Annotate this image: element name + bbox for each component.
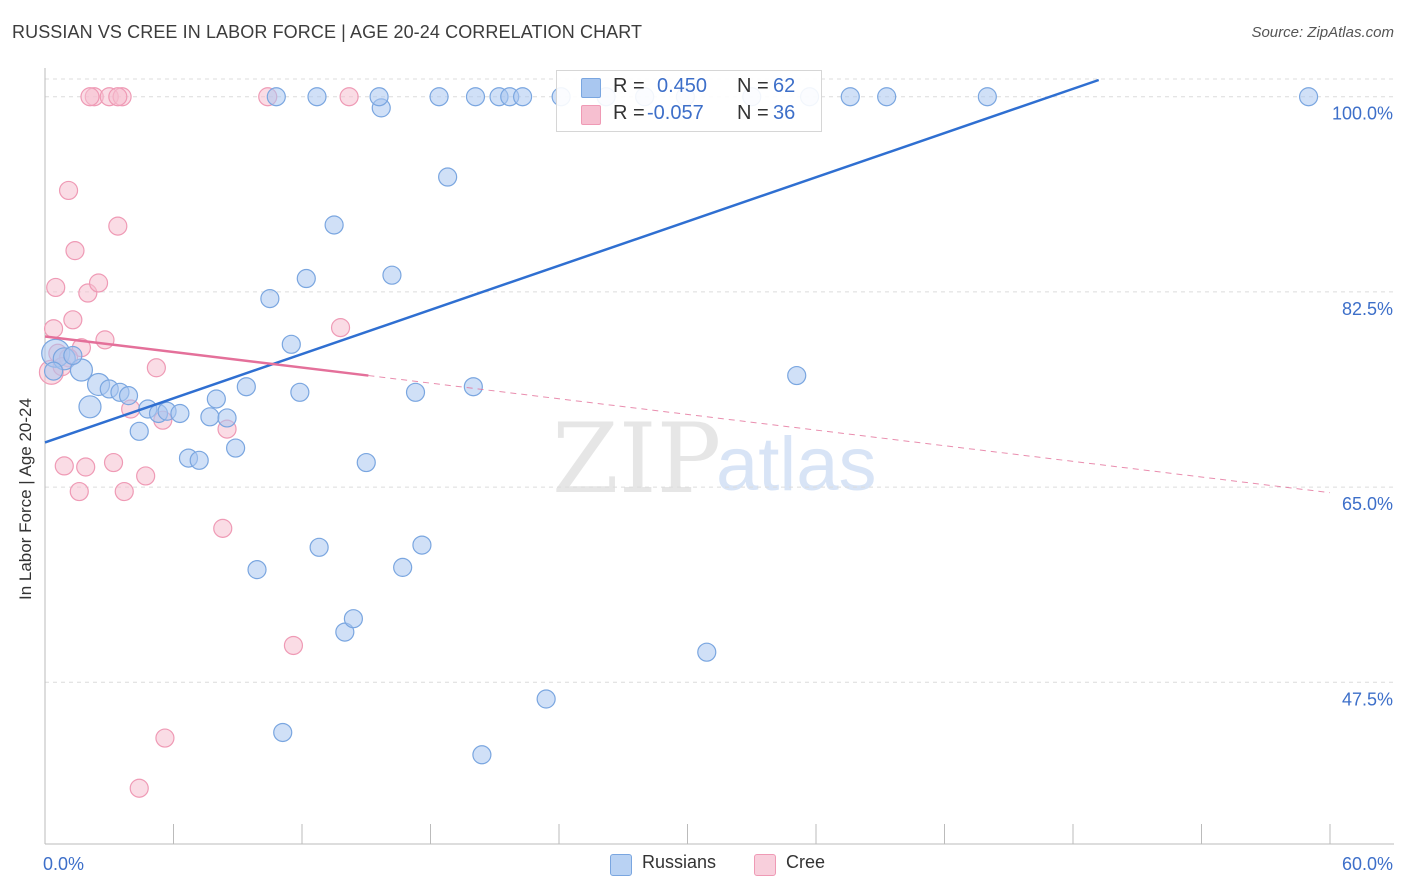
russians-point [247,560,267,580]
russians-point [309,537,329,557]
cree-point [339,87,359,107]
cree-point [69,481,89,502]
russians-r-value: 0.450 [657,75,708,97]
chart-title: RUSSIAN VS CREE IN LABOR FORCE | AGE 20-… [12,22,643,42]
cree-point [136,466,156,486]
russians-point [307,87,327,107]
russians-point [335,622,355,642]
russians-legend-label: Russians [642,852,717,872]
watermark-atlas: atlas [716,422,877,507]
russians-point [1298,87,1319,107]
cree-point [43,319,64,339]
russians-point [63,345,83,366]
cree-point [213,518,233,538]
cree-r-value: -0.057 [647,102,704,124]
russians-point [290,382,310,402]
russians-point [78,395,102,419]
russians-point [429,87,449,107]
russians-point [438,167,458,187]
russians-point [189,450,209,470]
correlation-legend: R = 0.450 N = 62 R = -0.057 N = 36 [556,70,822,132]
russians-point [877,87,897,107]
russians-swatch [581,78,601,98]
russians-point [463,377,483,397]
source-label: Source: ZipAtlas.com [1251,24,1394,41]
cree-point [330,318,351,338]
cree-point [108,87,128,107]
cree-point [65,241,85,261]
y-tick-label: 82.5% [1342,299,1393,319]
russians-point [356,452,376,473]
cree-point [88,273,109,293]
russians-n-label: N = [737,75,769,97]
cree-point [80,87,100,107]
russians-point [226,438,246,458]
cree-point [58,180,79,201]
russians-point [512,87,533,107]
x-tick-label-min: 0.0% [43,854,84,874]
cree-point [129,778,149,798]
russians-point [343,609,363,629]
russians-point [697,642,717,662]
cree-point [103,452,124,473]
cree-trend-extension [368,375,1331,494]
russians-point [281,334,301,354]
russians-point [405,382,426,402]
cree-r-label: R = [613,102,645,124]
y-tick-label: 47.5% [1342,689,1393,709]
russians-point [536,689,556,709]
russians-point [296,268,316,289]
cree-point [146,358,166,378]
russians-point [236,377,256,397]
cree-point [95,330,115,350]
russians-point [412,535,432,555]
russians-point [787,365,807,386]
x-tick-label-max: 60.0% [1342,854,1393,874]
russians-point [266,87,286,107]
russians-point [260,289,280,309]
russians-point [382,265,402,285]
cree-point [283,635,304,656]
russians-r-label: R = [613,75,645,97]
cree-point [155,728,175,748]
russians-n-value: 62 [773,75,796,97]
russians-point [840,87,860,107]
russians-point [465,87,486,107]
russians-point [170,403,190,424]
russians-point [977,87,997,107]
cree-swatch [581,105,601,125]
cree-n-value: 36 [773,102,796,124]
russians-point [472,745,492,765]
russians-point [393,557,413,577]
cree-legend-swatch [754,854,776,876]
cree-n-label: N = [737,102,769,124]
russians-point [369,87,389,107]
cree-point [76,457,96,477]
cree-legend-label: Cree [786,852,826,872]
cree-point [108,216,128,236]
y-tick-label: 65.0% [1342,494,1393,514]
russians-point [324,215,344,235]
y-tick-label: 100.0% [1332,104,1393,124]
cree-trend-line [44,335,369,377]
russians-legend-swatch [610,854,632,876]
russians-point [43,361,64,381]
russians-trend-line [44,78,1100,444]
cree-point [46,277,66,298]
russians-point [118,386,139,406]
cree-point [54,456,74,476]
russians-point [206,389,226,409]
russians-point [273,722,293,743]
russians-point [200,407,220,427]
watermark-zip: ZIP [552,403,721,515]
russians-point [129,421,149,441]
cree-point [114,481,134,502]
russians-point [217,408,237,428]
y-axis-label: In Labor Force | Age 20-24 [16,398,35,600]
cree-point [63,310,83,330]
